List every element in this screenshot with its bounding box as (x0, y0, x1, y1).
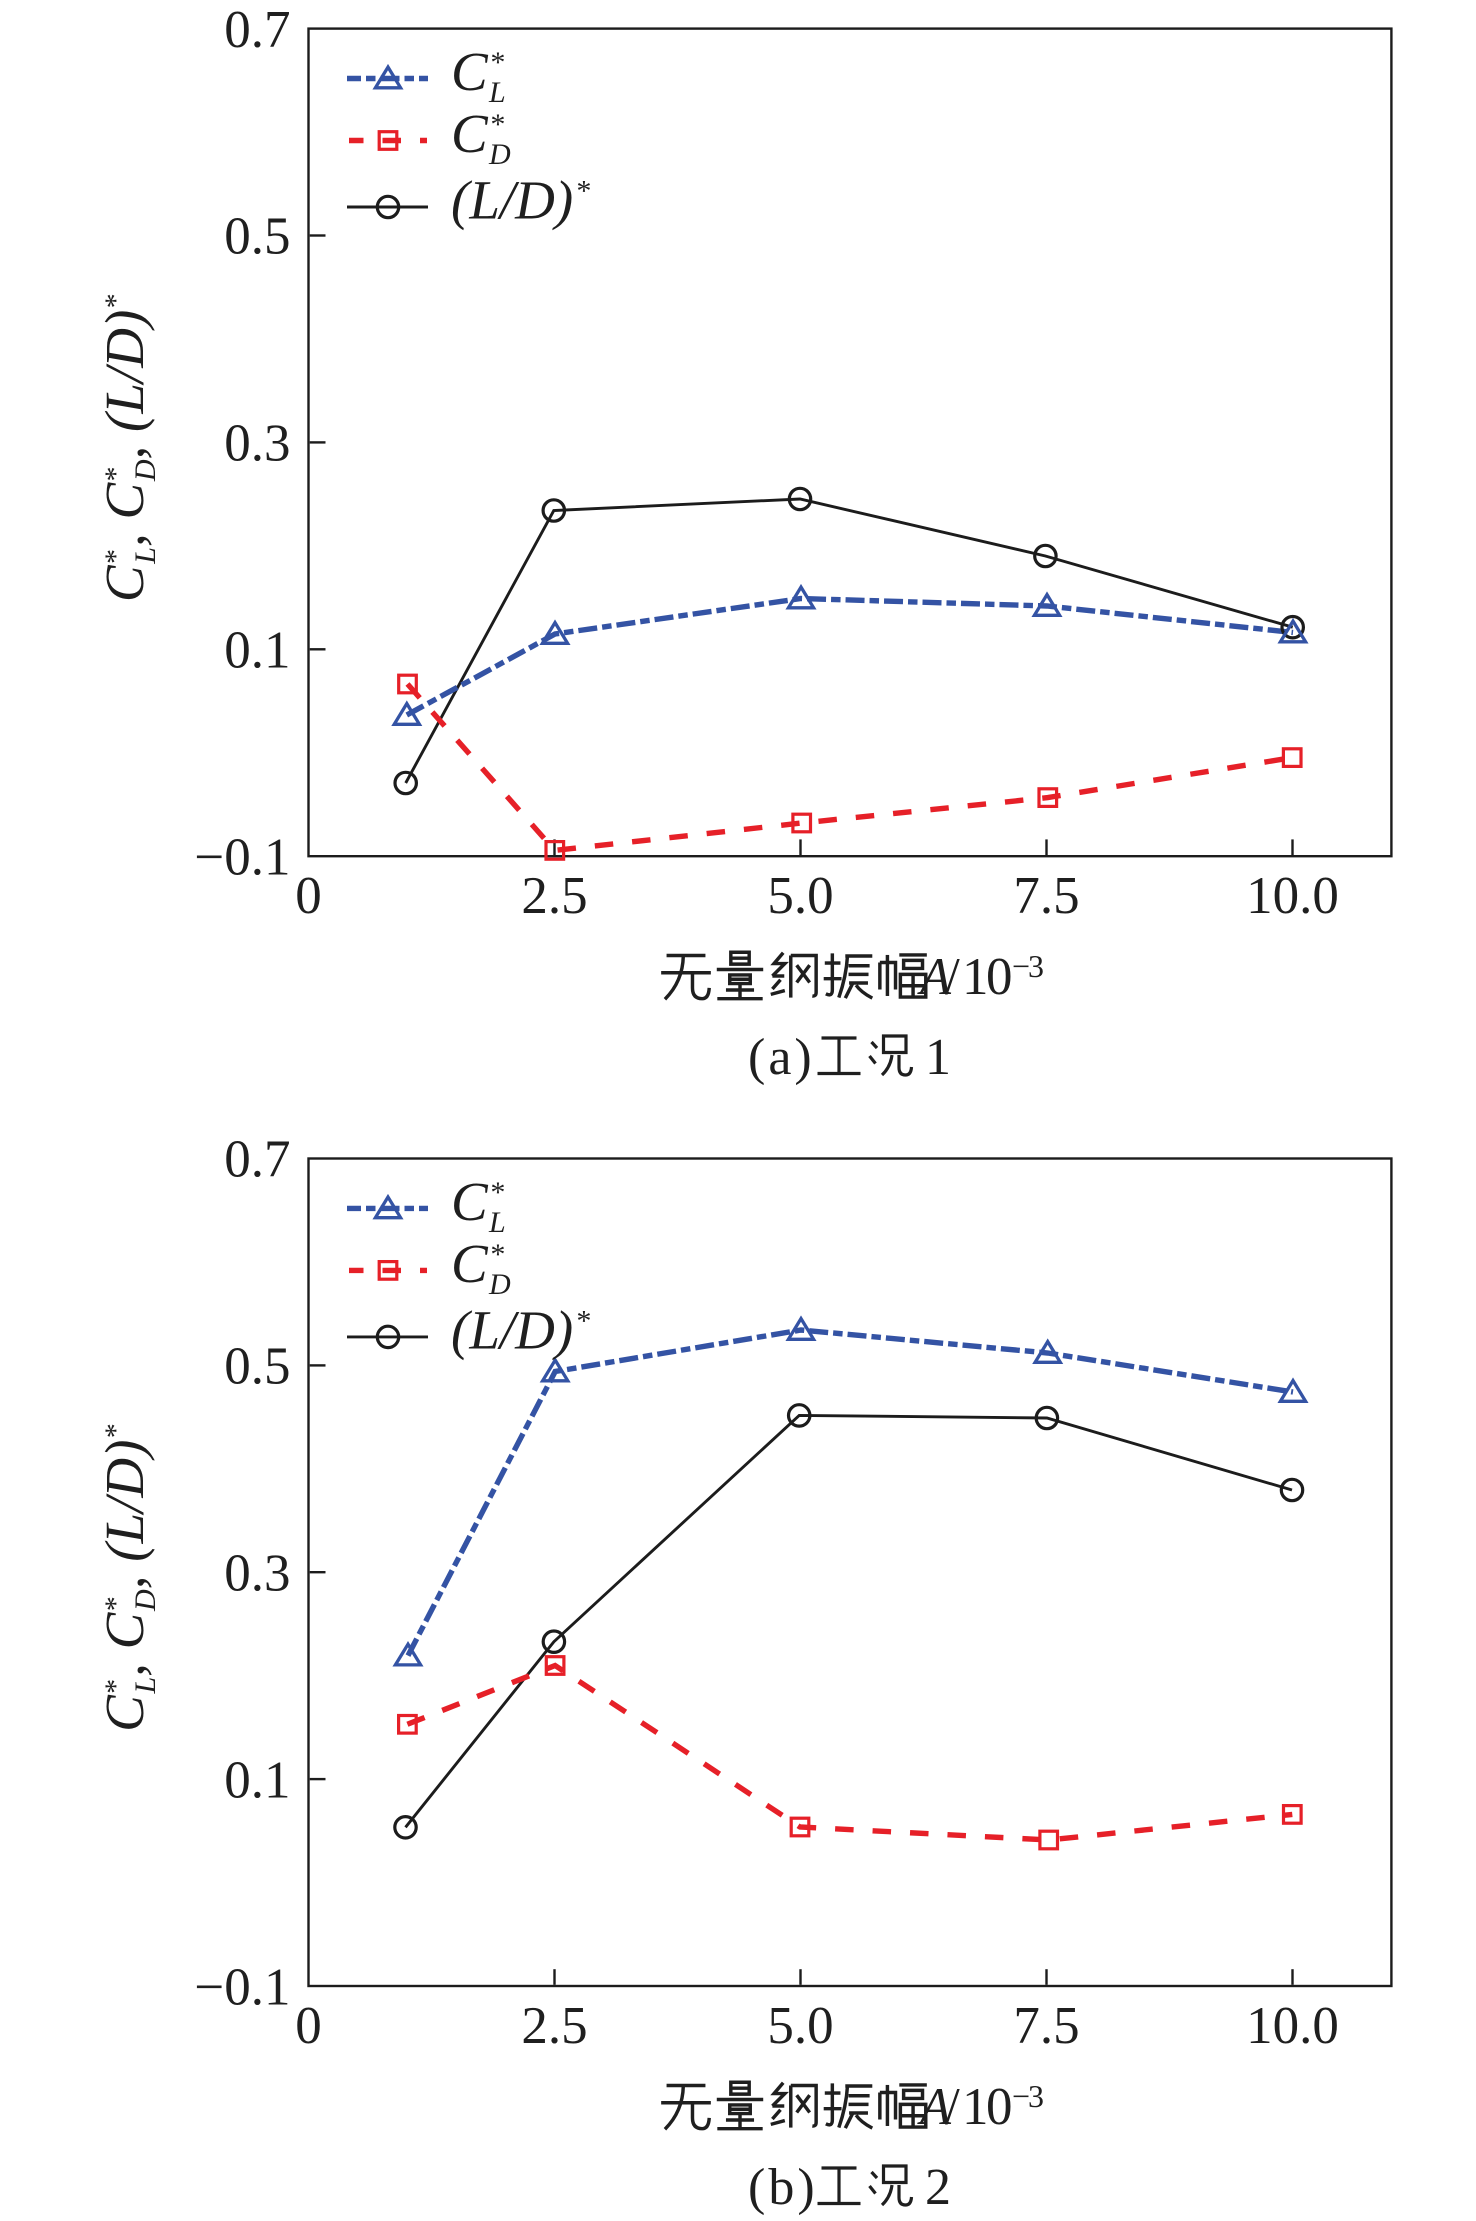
svg-text:0.7: 0.7 (224, 1, 290, 59)
svg-text:C*L, C*D, (L/D)*: C*L, C*D, (L/D)* (94, 1425, 162, 1732)
svg-text:−0.1: −0.1 (194, 828, 290, 886)
svg-text:(L/D): (L/D) (451, 1299, 573, 1360)
svg-text:A: A (917, 948, 951, 1006)
svg-text:C: C (451, 103, 489, 164)
svg-text:2.5: 2.5 (521, 1997, 587, 2055)
svg-text:10.0: 10.0 (1246, 867, 1339, 925)
svg-text:0.5: 0.5 (224, 208, 290, 266)
svg-text:C*L, C*D, (L/D)*: C*L, C*D, (L/D)* (94, 295, 162, 602)
svg-text:0.7: 0.7 (224, 1131, 290, 1189)
svg-text:*: * (489, 46, 504, 79)
svg-text:0.1: 0.1 (224, 622, 290, 680)
svg-text:*: * (575, 175, 590, 208)
svg-text:5.0: 5.0 (767, 1997, 833, 2055)
svg-text:0.3: 0.3 (224, 1545, 290, 1603)
svg-text:10: 10 (962, 2078, 1011, 2136)
svg-text:2: 2 (925, 2159, 951, 2216)
svg-text:(L/D): (L/D) (451, 170, 573, 231)
svg-text:0.3: 0.3 (224, 415, 290, 473)
svg-text:1: 1 (925, 1029, 951, 1086)
svg-text:0.5: 0.5 (224, 1338, 290, 1396)
svg-text:10.0: 10.0 (1246, 1997, 1339, 2055)
svg-text:D: D (488, 1268, 511, 1301)
svg-text:5.0: 5.0 (767, 867, 833, 925)
svg-text:C: C (451, 1233, 489, 1294)
svg-text:0: 0 (295, 867, 322, 925)
svg-text:0: 0 (295, 1997, 322, 2055)
svg-text:*: * (489, 1176, 504, 1209)
svg-text:*: * (575, 1304, 590, 1337)
svg-text:7.5: 7.5 (1013, 1997, 1079, 2055)
svg-text:D: D (488, 138, 511, 171)
svg-text:−3: −3 (1012, 2078, 1043, 2114)
svg-text:C: C (451, 1171, 489, 1232)
svg-text:/: / (945, 2078, 960, 2136)
svg-text:C: C (451, 41, 489, 102)
svg-text:−3: −3 (1012, 948, 1043, 984)
svg-text:2.5: 2.5 (521, 867, 587, 925)
svg-text:L: L (488, 76, 506, 109)
svg-text:(a): (a) (748, 1029, 815, 1086)
svg-text:0.1: 0.1 (224, 1751, 290, 1809)
svg-text:−0.1: −0.1 (194, 1958, 290, 2016)
svg-text:L: L (488, 1206, 506, 1239)
svg-text:/: / (945, 948, 960, 1006)
svg-text:*: * (489, 108, 504, 141)
svg-text:10: 10 (962, 948, 1011, 1006)
svg-text:(b): (b) (748, 2159, 818, 2216)
svg-text:A: A (917, 2078, 951, 2136)
svg-text:7.5: 7.5 (1013, 867, 1079, 925)
svg-text:*: * (489, 1238, 504, 1271)
